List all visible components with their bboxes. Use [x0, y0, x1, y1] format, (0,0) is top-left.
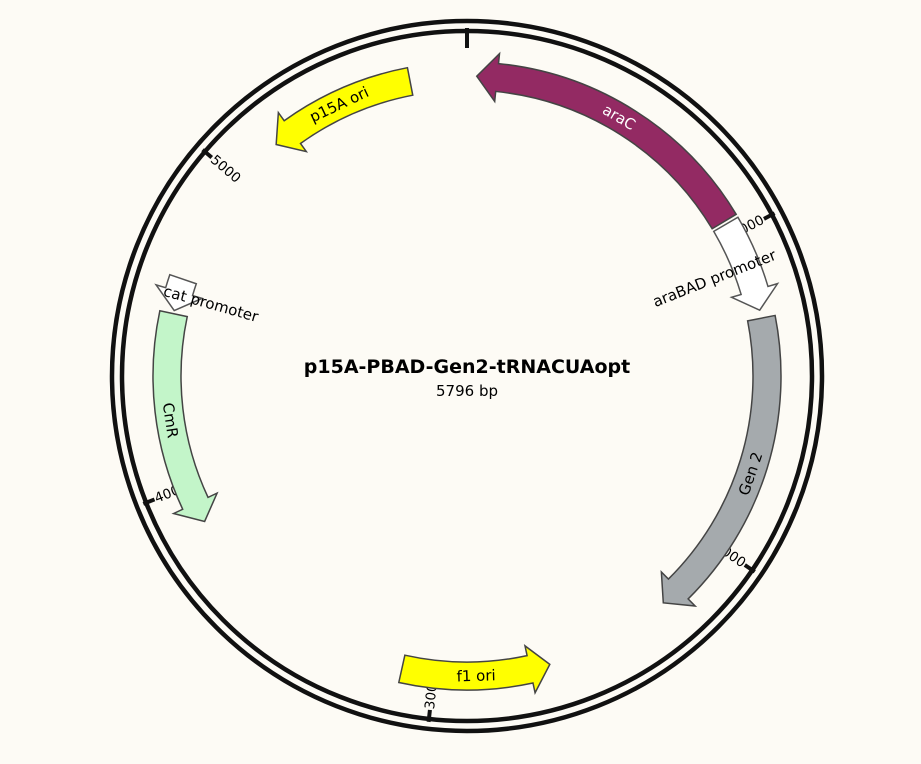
- tick-mark-5000: [201, 148, 214, 160]
- backbone-outer-ring: [109, 18, 825, 734]
- plasmid-size: 5796 bp: [436, 382, 498, 400]
- feature-arrows: [152, 51, 782, 695]
- feature-arrow-araC: [475, 51, 738, 230]
- feature-label-cmr: CmR: [159, 401, 182, 439]
- feature-arrow-cat-promoter: [154, 273, 205, 312]
- feature-arrow-f1-ori: [397, 644, 551, 695]
- feature-arrow-gen2: [660, 314, 782, 607]
- tick-mark-3000: [426, 709, 432, 723]
- plasmid-name: p15A-PBAD-Gen2-tRNACUAopt: [304, 356, 630, 378]
- feature-arrow-p15a-ori: [275, 66, 414, 153]
- feature-arrow-araBAD-promoter: [712, 216, 780, 312]
- tick-mark-1000: [763, 211, 776, 221]
- tick-mark-4000: [142, 497, 156, 506]
- feature-arrow-cmr: [152, 309, 219, 523]
- tick-label-5000: 5000: [207, 152, 244, 186]
- feature-label-f1-ori: f1 ori: [456, 666, 496, 685]
- tick-mark-2000: [743, 563, 756, 574]
